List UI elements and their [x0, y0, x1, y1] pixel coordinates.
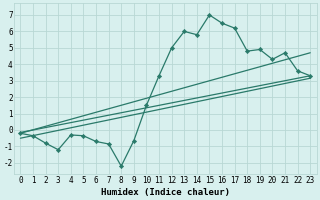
- X-axis label: Humidex (Indice chaleur): Humidex (Indice chaleur): [101, 188, 230, 197]
